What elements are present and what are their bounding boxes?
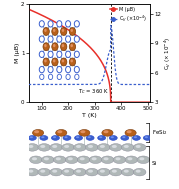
- Circle shape: [50, 144, 62, 151]
- Circle shape: [132, 136, 140, 140]
- Circle shape: [30, 136, 33, 138]
- Circle shape: [102, 129, 113, 136]
- Circle shape: [111, 136, 114, 138]
- Circle shape: [26, 168, 39, 176]
- Circle shape: [80, 130, 85, 133]
- Circle shape: [34, 130, 39, 133]
- Circle shape: [65, 156, 78, 163]
- Circle shape: [38, 144, 50, 151]
- Circle shape: [40, 145, 45, 148]
- Circle shape: [86, 144, 98, 151]
- Circle shape: [86, 168, 98, 176]
- Text: FeSi$_2$: FeSi$_2$: [152, 128, 167, 137]
- Circle shape: [38, 168, 50, 176]
- Circle shape: [51, 136, 59, 140]
- Circle shape: [136, 145, 141, 148]
- Circle shape: [99, 136, 102, 138]
- Circle shape: [86, 136, 94, 140]
- Circle shape: [133, 168, 146, 176]
- Circle shape: [44, 157, 49, 160]
- Circle shape: [125, 129, 136, 136]
- Circle shape: [115, 157, 120, 160]
- Circle shape: [89, 156, 102, 163]
- Y-axis label: M (μB): M (μB): [14, 43, 20, 63]
- Circle shape: [122, 136, 125, 138]
- Circle shape: [109, 136, 117, 140]
- Circle shape: [100, 145, 105, 148]
- Circle shape: [76, 145, 81, 148]
- Circle shape: [74, 144, 86, 151]
- Circle shape: [32, 157, 37, 160]
- Y-axis label: C$_V$ (× 10$^{-4}$): C$_V$ (× 10$^{-4}$): [163, 36, 173, 70]
- Circle shape: [145, 136, 148, 138]
- Circle shape: [137, 156, 150, 163]
- Circle shape: [76, 170, 81, 173]
- Text: Si: Si: [152, 161, 157, 166]
- Circle shape: [52, 145, 57, 148]
- Circle shape: [79, 129, 90, 136]
- Circle shape: [26, 144, 39, 151]
- Circle shape: [88, 136, 91, 138]
- Circle shape: [121, 144, 134, 151]
- Circle shape: [64, 136, 68, 138]
- Circle shape: [98, 136, 106, 140]
- Circle shape: [143, 136, 151, 140]
- Circle shape: [62, 168, 74, 176]
- Circle shape: [121, 136, 129, 140]
- Circle shape: [125, 156, 138, 163]
- Circle shape: [28, 136, 36, 140]
- Circle shape: [63, 136, 71, 140]
- Legend: M (μB), C$_V$ (×10$^{-4}$): M (μB), C$_V$ (×10$^{-4}$): [109, 6, 148, 24]
- Circle shape: [56, 157, 61, 160]
- Circle shape: [124, 170, 129, 173]
- Circle shape: [50, 168, 62, 176]
- Circle shape: [88, 170, 93, 173]
- Circle shape: [64, 170, 69, 173]
- Circle shape: [41, 136, 45, 138]
- Circle shape: [98, 168, 110, 176]
- Circle shape: [110, 168, 122, 176]
- Circle shape: [139, 157, 144, 160]
- Circle shape: [80, 157, 85, 160]
- Circle shape: [74, 168, 86, 176]
- Circle shape: [127, 157, 132, 160]
- Circle shape: [110, 144, 122, 151]
- Circle shape: [32, 129, 44, 136]
- Circle shape: [40, 136, 48, 140]
- Circle shape: [112, 170, 117, 173]
- Text: T$_C$ = 360 K: T$_C$ = 360 K: [78, 87, 108, 96]
- Circle shape: [124, 145, 129, 148]
- Circle shape: [62, 144, 74, 151]
- Circle shape: [92, 157, 97, 160]
- Circle shape: [136, 170, 141, 173]
- Circle shape: [56, 129, 67, 136]
- Circle shape: [28, 170, 33, 173]
- Circle shape: [133, 144, 146, 151]
- Circle shape: [53, 136, 56, 138]
- Circle shape: [57, 130, 62, 133]
- Circle shape: [54, 156, 66, 163]
- Circle shape: [76, 136, 79, 138]
- X-axis label: T (K): T (K): [82, 113, 97, 118]
- Circle shape: [52, 170, 57, 173]
- Circle shape: [98, 144, 110, 151]
- Circle shape: [101, 156, 114, 163]
- Circle shape: [42, 156, 54, 163]
- Circle shape: [40, 170, 45, 173]
- Circle shape: [68, 157, 73, 160]
- Circle shape: [134, 136, 137, 138]
- Circle shape: [103, 130, 108, 133]
- Circle shape: [103, 157, 109, 160]
- Circle shape: [64, 145, 69, 148]
- Circle shape: [100, 170, 105, 173]
- Circle shape: [77, 156, 90, 163]
- Circle shape: [28, 145, 33, 148]
- Circle shape: [113, 156, 126, 163]
- Circle shape: [112, 145, 117, 148]
- Circle shape: [121, 168, 134, 176]
- Circle shape: [88, 145, 93, 148]
- Circle shape: [127, 130, 132, 133]
- Circle shape: [74, 136, 83, 140]
- Circle shape: [30, 156, 42, 163]
